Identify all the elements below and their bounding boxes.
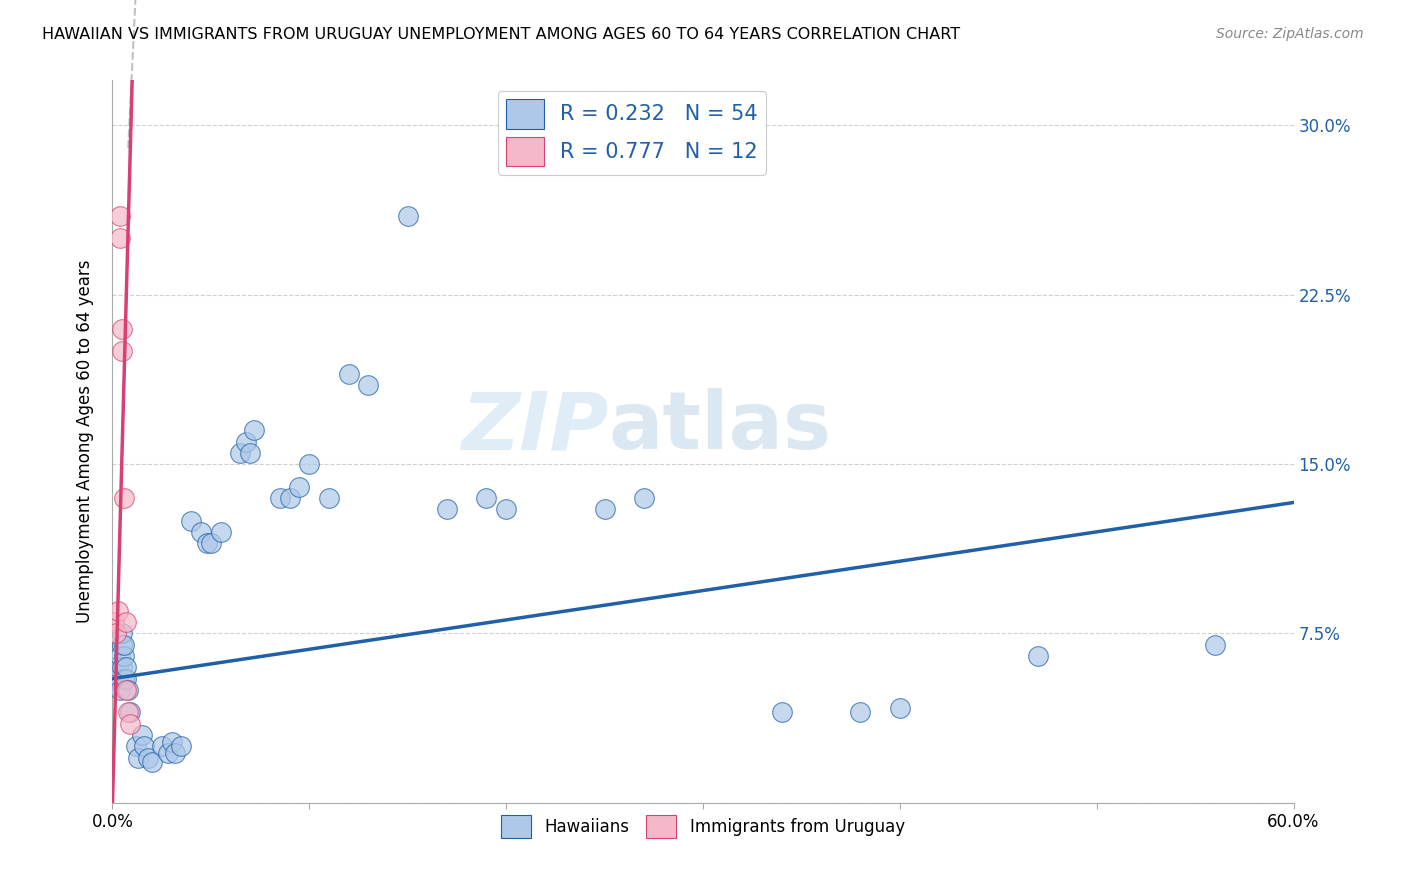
Point xyxy=(318,491,340,505)
Point xyxy=(243,423,266,437)
Point xyxy=(239,446,262,460)
Point xyxy=(120,706,142,720)
Point xyxy=(127,750,149,764)
Point xyxy=(112,638,135,652)
Point xyxy=(103,672,125,686)
Text: atlas: atlas xyxy=(609,388,831,467)
Point xyxy=(111,638,134,652)
Point xyxy=(111,626,134,640)
Point xyxy=(396,209,419,223)
Point xyxy=(190,524,212,539)
Point xyxy=(200,536,222,550)
Point xyxy=(107,604,129,618)
Point xyxy=(115,615,138,630)
Point xyxy=(103,615,125,630)
Point xyxy=(105,660,128,674)
Point xyxy=(107,660,129,674)
Point xyxy=(112,648,135,663)
Point xyxy=(115,672,138,686)
Point xyxy=(475,491,498,505)
Text: ZIP: ZIP xyxy=(461,388,609,467)
Point xyxy=(141,755,163,769)
Point xyxy=(111,660,134,674)
Point xyxy=(160,735,183,749)
Point xyxy=(495,502,517,516)
Point xyxy=(180,514,202,528)
Point xyxy=(209,524,232,539)
Point xyxy=(229,446,252,460)
Point xyxy=(105,626,128,640)
Point xyxy=(770,706,793,720)
Point xyxy=(120,716,142,731)
Point xyxy=(278,491,301,505)
Point xyxy=(117,682,139,697)
Legend: Hawaiians, Immigrants from Uruguay: Hawaiians, Immigrants from Uruguay xyxy=(495,808,911,845)
Point xyxy=(117,706,139,720)
Point xyxy=(156,746,179,760)
Point xyxy=(110,231,132,245)
Point xyxy=(111,344,134,359)
Point xyxy=(110,209,132,223)
Point xyxy=(889,701,911,715)
Point xyxy=(136,750,159,764)
Point xyxy=(112,491,135,505)
Point xyxy=(337,367,360,381)
Point xyxy=(132,739,155,754)
Point xyxy=(436,502,458,516)
Point xyxy=(298,457,321,471)
Point xyxy=(115,660,138,674)
Y-axis label: Unemployment Among Ages 60 to 64 years: Unemployment Among Ages 60 to 64 years xyxy=(76,260,94,624)
Text: Source: ZipAtlas.com: Source: ZipAtlas.com xyxy=(1216,27,1364,41)
Point xyxy=(107,672,129,686)
Point xyxy=(633,491,655,505)
Point xyxy=(235,434,257,449)
Point xyxy=(195,536,218,550)
Point xyxy=(165,746,187,760)
Point xyxy=(1026,648,1049,663)
Point xyxy=(131,728,153,742)
Point xyxy=(288,480,311,494)
Point xyxy=(269,491,291,505)
Point xyxy=(115,682,138,697)
Point xyxy=(110,682,132,697)
Point xyxy=(849,706,872,720)
Point xyxy=(111,321,134,335)
Point xyxy=(170,739,193,754)
Point xyxy=(110,648,132,663)
Point xyxy=(1204,638,1226,652)
Point xyxy=(112,672,135,686)
Text: HAWAIIAN VS IMMIGRANTS FROM URUGUAY UNEMPLOYMENT AMONG AGES 60 TO 64 YEARS CORRE: HAWAIIAN VS IMMIGRANTS FROM URUGUAY UNEM… xyxy=(42,27,960,42)
Point xyxy=(150,739,173,754)
Point xyxy=(593,502,616,516)
Point xyxy=(125,739,148,754)
Point xyxy=(357,378,380,392)
